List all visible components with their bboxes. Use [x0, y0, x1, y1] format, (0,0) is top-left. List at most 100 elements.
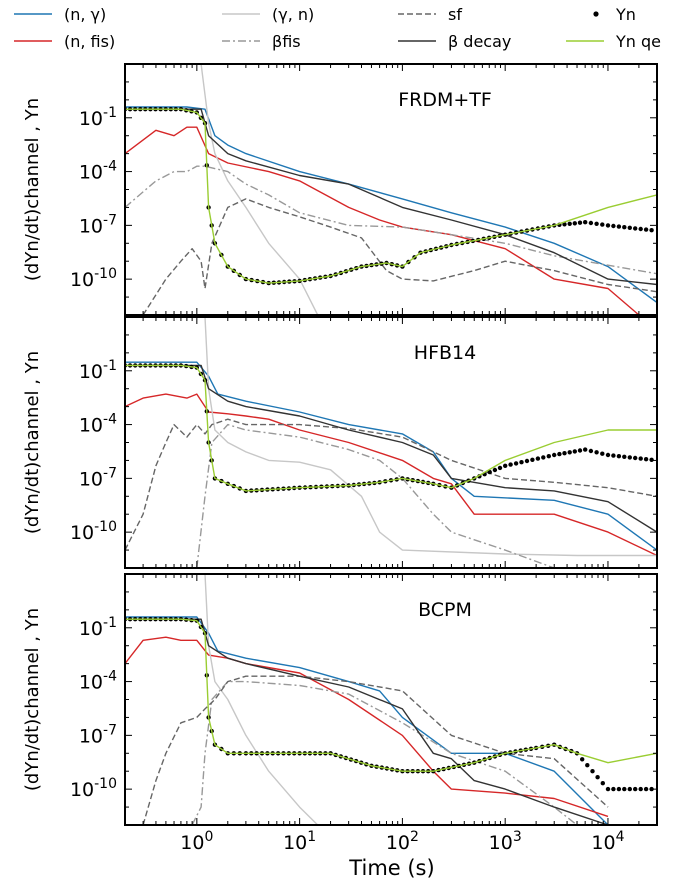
- data-point: [588, 448, 594, 454]
- y-tick-label: 10-7: [79, 722, 117, 747]
- y-tick-label: 10-7: [79, 212, 117, 237]
- series-gamma_n: [200, 64, 319, 315]
- data-point: [567, 450, 572, 455]
- data-point: [622, 454, 627, 459]
- data-point: [577, 220, 583, 225]
- panel-title: FRDM+TF: [398, 89, 492, 111]
- y-tick-label: 10-1: [79, 105, 117, 130]
- series-n_fis: [125, 393, 657, 557]
- series-n_gamma: [125, 106, 657, 304]
- plot-frame: [124, 573, 658, 826]
- x-tick-label: 104: [591, 829, 624, 854]
- data-point: [583, 220, 588, 225]
- series-Yn_qe: [125, 364, 657, 492]
- plot-frame: [124, 63, 658, 316]
- legend-label: (n, fis): [64, 32, 115, 51]
- data-point: [567, 221, 572, 226]
- data-point: [638, 786, 643, 792]
- y-tick-label: 10-4: [79, 669, 117, 694]
- data-point: [590, 769, 595, 774]
- x-axis-label: Time (s): [348, 856, 434, 880]
- data-point: [600, 781, 605, 786]
- y-tick-label: 10-1: [79, 358, 117, 383]
- data-point: [605, 786, 611, 792]
- data-point: [622, 225, 627, 230]
- y-axis-label: (dYn/dt)channel , Yn: [22, 351, 43, 534]
- data-point: [580, 757, 585, 762]
- data-point: [616, 224, 622, 229]
- data-point: [535, 456, 541, 461]
- data-point: [633, 786, 638, 792]
- data-point: [611, 786, 616, 792]
- legend-label: Yn: [615, 5, 636, 24]
- data-point: [524, 458, 530, 464]
- data-point: [627, 786, 632, 792]
- plot-frame: [124, 316, 658, 569]
- data-point: [633, 455, 638, 461]
- legend-marker: [593, 11, 599, 17]
- data-point: [649, 228, 654, 233]
- panel-2: 10-1 10-4 10-7 10-10 HFB14 (dYn/dt)channel , …: [22, 316, 658, 569]
- series-Yn: [125, 107, 654, 286]
- legend: (n, γ) (γ, n) sf Yn (n, fis) βfis β decay Yn qe: [14, 5, 661, 51]
- data-point: [583, 447, 588, 452]
- legend-entry-sf: sf: [398, 5, 462, 24]
- legend-label: Yn qe: [615, 32, 661, 51]
- data-point: [595, 775, 600, 780]
- data-point: [530, 457, 535, 462]
- y-axis-label: (dYn/dt)channel , Yn: [22, 98, 43, 281]
- data-point: [562, 222, 567, 227]
- series-Yn_qe: [125, 618, 657, 772]
- data-point: [572, 449, 577, 454]
- series-beta_fis: [191, 680, 578, 825]
- data-point: [627, 455, 632, 460]
- data-point: [519, 460, 524, 465]
- series-group: [125, 64, 657, 315]
- data-point: [585, 763, 590, 768]
- x-tick-label: 103: [489, 829, 522, 854]
- data-point: [600, 451, 605, 456]
- series-n_fis: [125, 636, 609, 818]
- x-tick-label: 100: [180, 829, 213, 854]
- legend-label: sf: [448, 5, 462, 24]
- legend-entry-n_gamma: (n, γ): [14, 5, 106, 24]
- data-point: [577, 448, 583, 453]
- series-beta_decay: [125, 618, 609, 825]
- data-point: [633, 226, 638, 231]
- series-sf: [125, 418, 657, 551]
- panel-3: 10-1 10-4 10-7 10-10 BCPM (dYn/dt)channel , Y…: [22, 573, 658, 826]
- data-point: [546, 454, 551, 459]
- y-axis-label: (dYn/dt)channel , Yn: [22, 608, 43, 791]
- legend-entry-n_fis: (n, fis): [14, 32, 115, 51]
- y-tick-label: 10-4: [79, 159, 117, 184]
- series-gamma_n: [204, 317, 657, 557]
- legend-label: (n, γ): [64, 5, 106, 24]
- series-beta_decay: [125, 108, 657, 286]
- data-point: [649, 457, 654, 462]
- legend-entry-gamma_n: (γ, n): [222, 5, 314, 24]
- y-tick-label: 10-10: [70, 519, 117, 544]
- panels: 10-1 10-4 10-7 10-10 FRDM+TF (dYn/dt)channel …: [22, 63, 658, 854]
- data-point: [503, 463, 508, 468]
- series-Yn: [125, 363, 654, 494]
- data-point: [611, 453, 616, 458]
- series-n_fis: [125, 126, 640, 315]
- data-point: [594, 450, 599, 455]
- panel-1: 10-1 10-4 10-7 10-10 FRDM+TF (dYn/dt)channel …: [22, 63, 658, 316]
- data-point: [487, 469, 492, 475]
- panel-title: HFB14: [414, 342, 476, 364]
- data-point: [605, 452, 611, 458]
- data-point: [600, 222, 605, 227]
- series-gamma_n: [204, 574, 319, 825]
- y-tick-label: 10-10: [70, 776, 117, 801]
- data-point: [643, 457, 649, 462]
- legend-label: (γ, n): [272, 5, 314, 24]
- data-point: [638, 226, 643, 232]
- legend-label: β decay: [448, 32, 511, 51]
- legend-entry-beta_decay: β decay: [398, 32, 511, 51]
- series-group: [125, 574, 657, 825]
- series-group: [125, 317, 657, 568]
- data-point: [497, 465, 503, 471]
- y-tick-label: 10-7: [79, 465, 117, 490]
